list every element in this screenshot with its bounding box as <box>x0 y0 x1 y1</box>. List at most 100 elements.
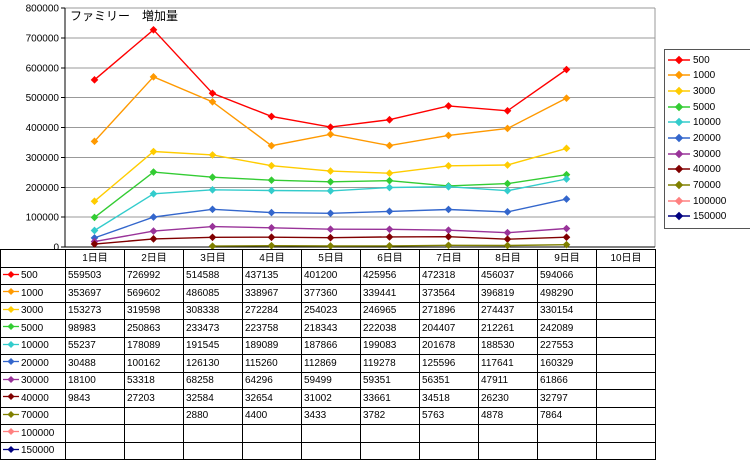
table-cell[interactable]: 338967 <box>243 285 302 303</box>
table-cell[interactable] <box>597 372 656 390</box>
table-cell[interactable]: 119278 <box>361 355 420 373</box>
table-cell[interactable]: 308338 <box>184 302 243 320</box>
table-cell[interactable]: 373564 <box>420 285 479 303</box>
table-cell[interactable] <box>597 425 656 443</box>
table-cell[interactable]: 330154 <box>538 302 597 320</box>
row-header-150000[interactable]: 150000 <box>1 442 66 460</box>
legend-item-20000[interactable]: 20000 <box>667 131 749 146</box>
table-cell[interactable]: 64296 <box>243 372 302 390</box>
table-cell[interactable]: 34518 <box>420 390 479 408</box>
table-cell[interactable]: 178089 <box>125 337 184 355</box>
table-cell[interactable]: 3782 <box>361 407 420 425</box>
table-cell[interactable] <box>66 425 125 443</box>
table-cell[interactable]: 4878 <box>479 407 538 425</box>
table-cell[interactable]: 32797 <box>538 390 597 408</box>
table-cell[interactable] <box>479 425 538 443</box>
table-cell[interactable]: 201678 <box>420 337 479 355</box>
table-cell[interactable]: 498290 <box>538 285 597 303</box>
row-header-500[interactable]: 500 <box>1 267 66 285</box>
column-header[interactable]: 8日目 <box>479 250 538 268</box>
table-cell[interactable] <box>361 442 420 460</box>
legend-item-70000[interactable]: 70000 <box>667 179 749 194</box>
table-cell[interactable] <box>597 442 656 460</box>
table-cell[interactable]: 569602 <box>125 285 184 303</box>
table-cell[interactable]: 7864 <box>538 407 597 425</box>
column-header[interactable]: 9日目 <box>538 250 597 268</box>
column-header[interactable]: 4日目 <box>243 250 302 268</box>
table-cell[interactable]: 188530 <box>479 337 538 355</box>
table-cell[interactable]: 32584 <box>184 390 243 408</box>
table-cell[interactable]: 56351 <box>420 372 479 390</box>
table-cell[interactable]: 32654 <box>243 390 302 408</box>
table-cell[interactable]: 27203 <box>125 390 184 408</box>
table-cell[interactable]: 61866 <box>538 372 597 390</box>
table-cell[interactable]: 559503 <box>66 267 125 285</box>
row-header-40000[interactable]: 40000 <box>1 390 66 408</box>
table-cell[interactable] <box>597 320 656 338</box>
table-cell[interactable]: 115260 <box>243 355 302 373</box>
table-cell[interactable] <box>125 407 184 425</box>
table-cell[interactable] <box>125 425 184 443</box>
table-cell[interactable]: 456037 <box>479 267 538 285</box>
row-header-30000[interactable]: 30000 <box>1 372 66 390</box>
table-cell[interactable]: 514588 <box>184 267 243 285</box>
table-cell[interactable]: 472318 <box>420 267 479 285</box>
table-cell[interactable]: 4400 <box>243 407 302 425</box>
table-cell[interactable]: 5763 <box>420 407 479 425</box>
table-cell[interactable]: 339441 <box>361 285 420 303</box>
column-header[interactable]: 7日目 <box>420 250 479 268</box>
table-cell[interactable] <box>538 442 597 460</box>
table-cell[interactable]: 33661 <box>361 390 420 408</box>
table-cell[interactable]: 112869 <box>302 355 361 373</box>
row-header-5000[interactable]: 5000 <box>1 320 66 338</box>
table-cell[interactable] <box>243 425 302 443</box>
table-cell[interactable]: 377360 <box>302 285 361 303</box>
table-cell[interactable]: 55237 <box>66 337 125 355</box>
table-cell[interactable] <box>597 267 656 285</box>
table-cell[interactable]: 396819 <box>479 285 538 303</box>
table-cell[interactable]: 254023 <box>302 302 361 320</box>
legend-item-1000[interactable]: 1000 <box>667 69 749 84</box>
table-cell[interactable] <box>184 425 243 443</box>
table-cell[interactable] <box>538 425 597 443</box>
table-cell[interactable] <box>125 442 184 460</box>
column-header[interactable]: 5日目 <box>302 250 361 268</box>
table-cell[interactable]: 191545 <box>184 337 243 355</box>
legend-item-40000[interactable]: 40000 <box>667 163 749 178</box>
table-cell[interactable]: 126130 <box>184 355 243 373</box>
table-cell[interactable]: 319598 <box>125 302 184 320</box>
table-cell[interactable] <box>597 337 656 355</box>
table-cell[interactable]: 59499 <box>302 372 361 390</box>
table-cell[interactable] <box>597 302 656 320</box>
table-cell[interactable]: 204407 <box>420 320 479 338</box>
table-cell[interactable]: 223758 <box>243 320 302 338</box>
table-cell[interactable]: 486085 <box>184 285 243 303</box>
table-cell[interactable]: 227553 <box>538 337 597 355</box>
row-header-20000[interactable]: 20000 <box>1 355 66 373</box>
table-cell[interactable]: 53318 <box>125 372 184 390</box>
table-cell[interactable] <box>361 425 420 443</box>
table-cell[interactable]: 353697 <box>66 285 125 303</box>
table-cell[interactable] <box>184 442 243 460</box>
column-header[interactable]: 10日目 <box>597 250 656 268</box>
legend-item-100000[interactable]: 100000 <box>667 194 749 209</box>
table-cell[interactable]: 98983 <box>66 320 125 338</box>
table-cell[interactable]: 3433 <box>302 407 361 425</box>
legend-item-10000[interactable]: 10000 <box>667 116 749 131</box>
table-cell[interactable]: 9843 <box>66 390 125 408</box>
table-cell[interactable] <box>597 390 656 408</box>
column-header[interactable]: 3日目 <box>184 250 243 268</box>
table-cell[interactable] <box>420 442 479 460</box>
table-cell[interactable]: 274437 <box>479 302 538 320</box>
table-cell[interactable]: 250863 <box>125 320 184 338</box>
row-header-1000[interactable]: 1000 <box>1 285 66 303</box>
table-cell[interactable]: 218343 <box>302 320 361 338</box>
table-cell[interactable]: 594066 <box>538 267 597 285</box>
legend-item-30000[interactable]: 30000 <box>667 147 749 162</box>
table-cell[interactable] <box>597 355 656 373</box>
table-cell[interactable]: 199083 <box>361 337 420 355</box>
column-header[interactable]: 2日目 <box>125 250 184 268</box>
table-cell[interactable] <box>302 425 361 443</box>
table-cell[interactable]: 212261 <box>479 320 538 338</box>
table-cell[interactable]: 2880 <box>184 407 243 425</box>
